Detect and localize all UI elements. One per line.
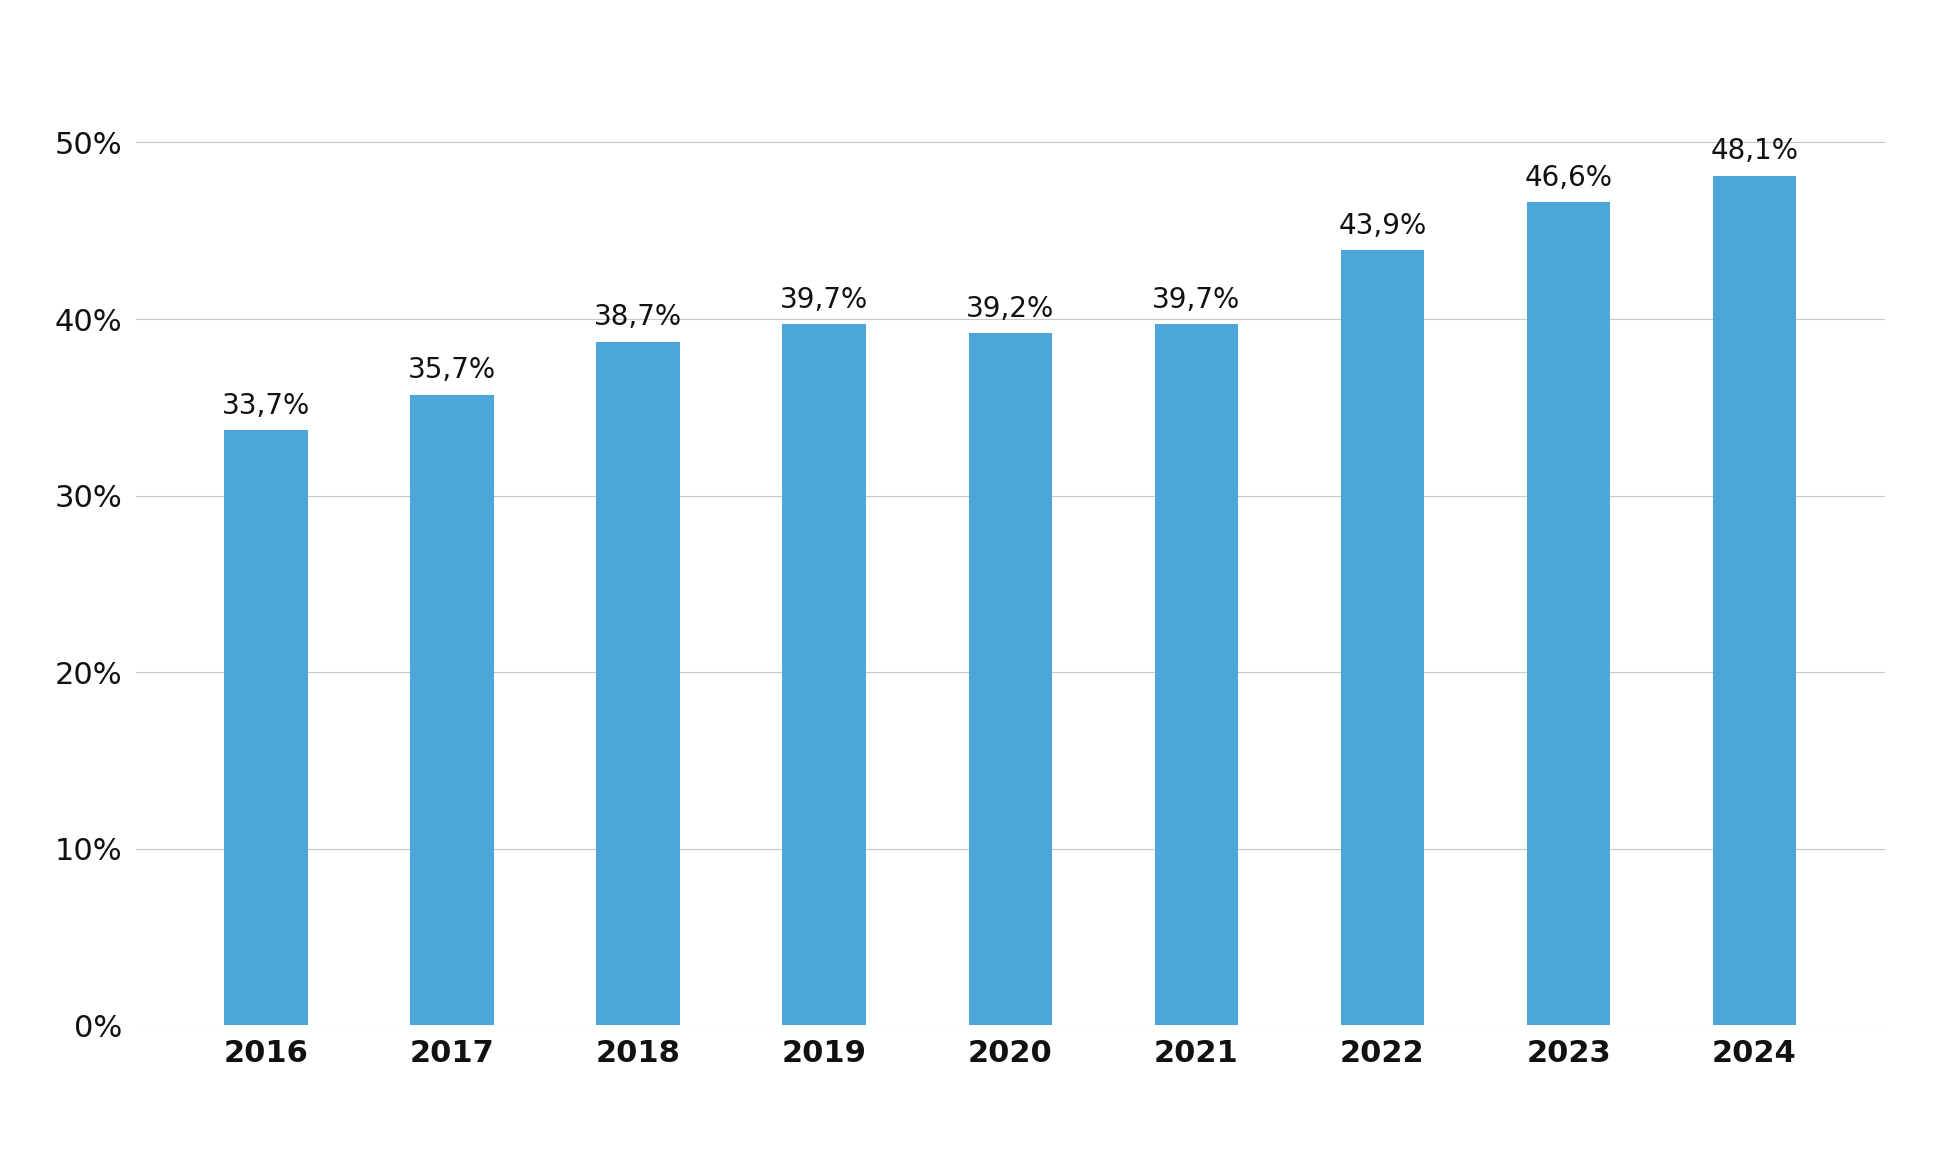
Bar <box>783 325 867 1025</box>
Text: 35,7%: 35,7% <box>408 356 495 385</box>
Text: 38,7%: 38,7% <box>595 303 682 332</box>
Text: 46,6%: 46,6% <box>1525 164 1613 192</box>
Text: 33,7%: 33,7% <box>222 392 311 419</box>
Text: 48,1%: 48,1% <box>1710 137 1799 166</box>
Text: 43,9%: 43,9% <box>1339 212 1426 240</box>
Bar <box>1527 203 1611 1025</box>
Bar <box>223 430 309 1025</box>
Bar <box>410 395 494 1025</box>
Bar <box>1154 325 1238 1025</box>
Bar <box>597 342 680 1025</box>
Bar <box>1341 250 1424 1025</box>
Bar <box>968 333 1053 1025</box>
Bar <box>1712 176 1797 1025</box>
Text: 39,7%: 39,7% <box>1152 286 1240 313</box>
Text: 39,7%: 39,7% <box>781 286 869 313</box>
Text: 39,2%: 39,2% <box>966 295 1055 323</box>
